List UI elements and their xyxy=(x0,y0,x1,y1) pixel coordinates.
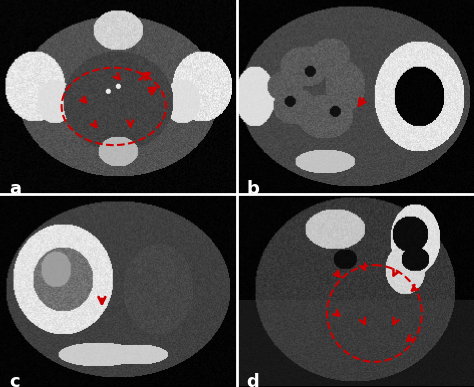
Text: a: a xyxy=(9,180,21,198)
Text: b: b xyxy=(246,180,259,198)
Text: d: d xyxy=(246,373,259,387)
Text: c: c xyxy=(9,373,20,387)
